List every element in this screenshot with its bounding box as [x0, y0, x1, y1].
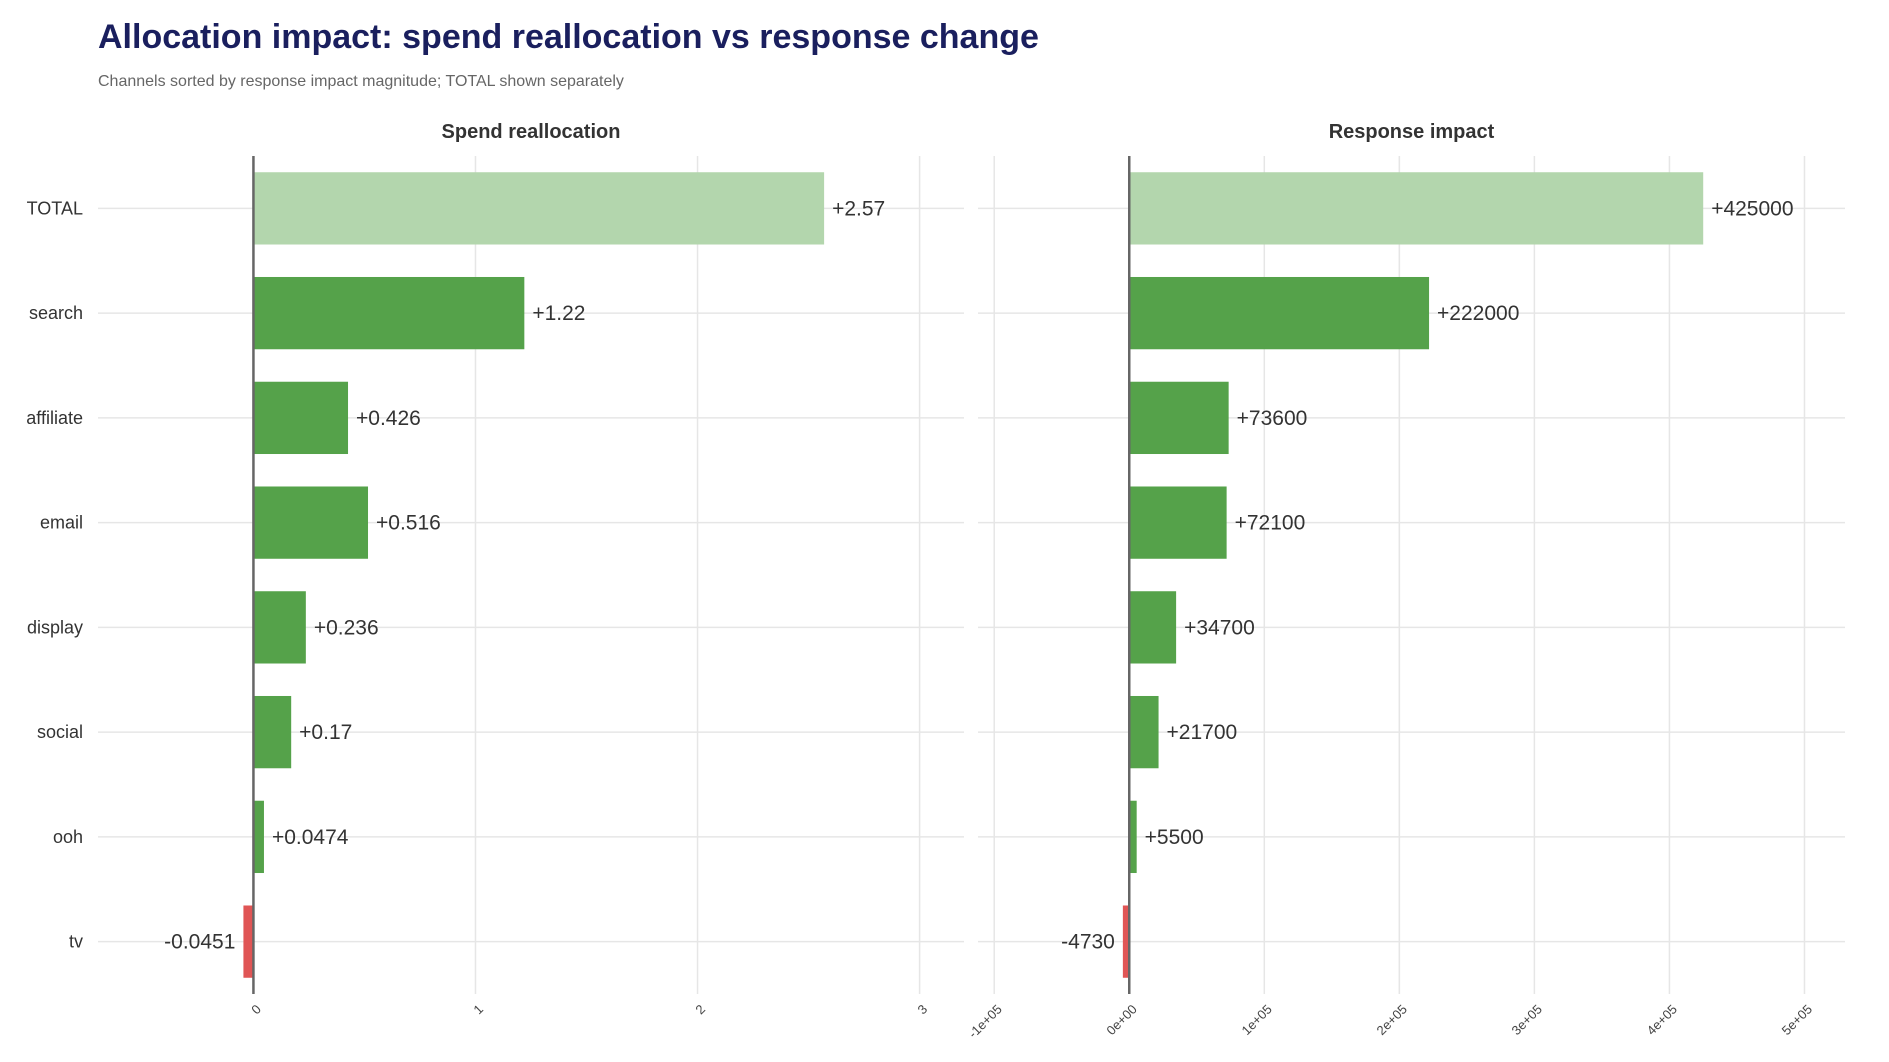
category-label-tv: tv [69, 932, 83, 952]
tick-label: 2e+05 [1374, 1002, 1410, 1038]
data-label-tv: -0.0451 [164, 931, 235, 954]
bar-total [1129, 172, 1704, 245]
bar-email [253, 486, 369, 559]
data-label-tv: -4730 [1061, 931, 1115, 954]
data-label-search: +222000 [1437, 302, 1519, 325]
data-label-total: +2.57 [832, 197, 885, 220]
data-label-affiliate: +0.426 [356, 407, 421, 430]
bar-affiliate [1129, 381, 1229, 455]
category-label-search: search [29, 303, 83, 323]
category-label-affiliate: affiliate [26, 408, 83, 428]
chart-title: Allocation impact: spend reallocation vs… [98, 18, 1039, 56]
tick-label: 0 [248, 1002, 264, 1018]
bar-social [1129, 695, 1159, 769]
data-label-display: +34700 [1184, 616, 1255, 639]
data-label-social: +21700 [1167, 721, 1238, 744]
tick-label: 2 [692, 1002, 708, 1018]
data-label-email: +72100 [1235, 512, 1306, 535]
tick-label: 5e+05 [1779, 1002, 1815, 1038]
tick-label: 4e+05 [1644, 1002, 1680, 1038]
panel-title: Response impact [1329, 121, 1495, 143]
bar-search [253, 276, 525, 350]
data-label-search: +1.22 [532, 302, 585, 325]
tick-label: 3e+05 [1509, 1002, 1545, 1038]
tick-label: 1 [470, 1002, 486, 1018]
bar-ooh [1129, 800, 1137, 874]
tick-label: 0e+00 [1103, 1002, 1139, 1038]
chart-panels: TOTAL search affiliate email display social oo… [26, 121, 1845, 1041]
bar-social [253, 695, 292, 769]
category-label-total: TOTAL [27, 198, 83, 218]
tick-label: 3 [914, 1002, 930, 1018]
bar-display [253, 591, 306, 664]
bar-display [1129, 591, 1177, 664]
data-label-ooh: +5500 [1145, 826, 1204, 849]
chart-subtitle: Channels sorted by response impact magni… [98, 73, 624, 90]
bar-ooh [253, 800, 264, 874]
panel-2: Response impact +425000 +222000 +73600 +7210… [965, 121, 1845, 1041]
bar-total [253, 172, 825, 245]
data-label-display: +0.236 [314, 616, 379, 639]
category-label-email: email [40, 513, 83, 533]
category-label-social: social [37, 722, 83, 742]
bar-email [1129, 486, 1227, 559]
data-label-total: +425000 [1711, 197, 1793, 220]
bar-tv [1122, 905, 1130, 978]
tick-label: 1e+05 [1238, 1002, 1274, 1038]
panel-title: Spend reallocation [442, 121, 621, 143]
category-label-ooh: ooh [53, 827, 83, 847]
bar-affiliate [253, 381, 349, 455]
bar-tv [243, 905, 254, 978]
data-label-social: +0.17 [299, 721, 352, 744]
bar-search [1129, 276, 1430, 350]
data-label-ooh: +0.0474 [272, 826, 349, 849]
category-label-display: display [27, 617, 83, 637]
panel-1: Spend reallocation +2.57 +1.22 +0.426 +0.516… [98, 121, 964, 1017]
data-label-affiliate: +73600 [1237, 407, 1308, 430]
tick-label: -1e+05 [965, 1002, 1004, 1041]
data-label-email: +0.516 [376, 512, 441, 535]
